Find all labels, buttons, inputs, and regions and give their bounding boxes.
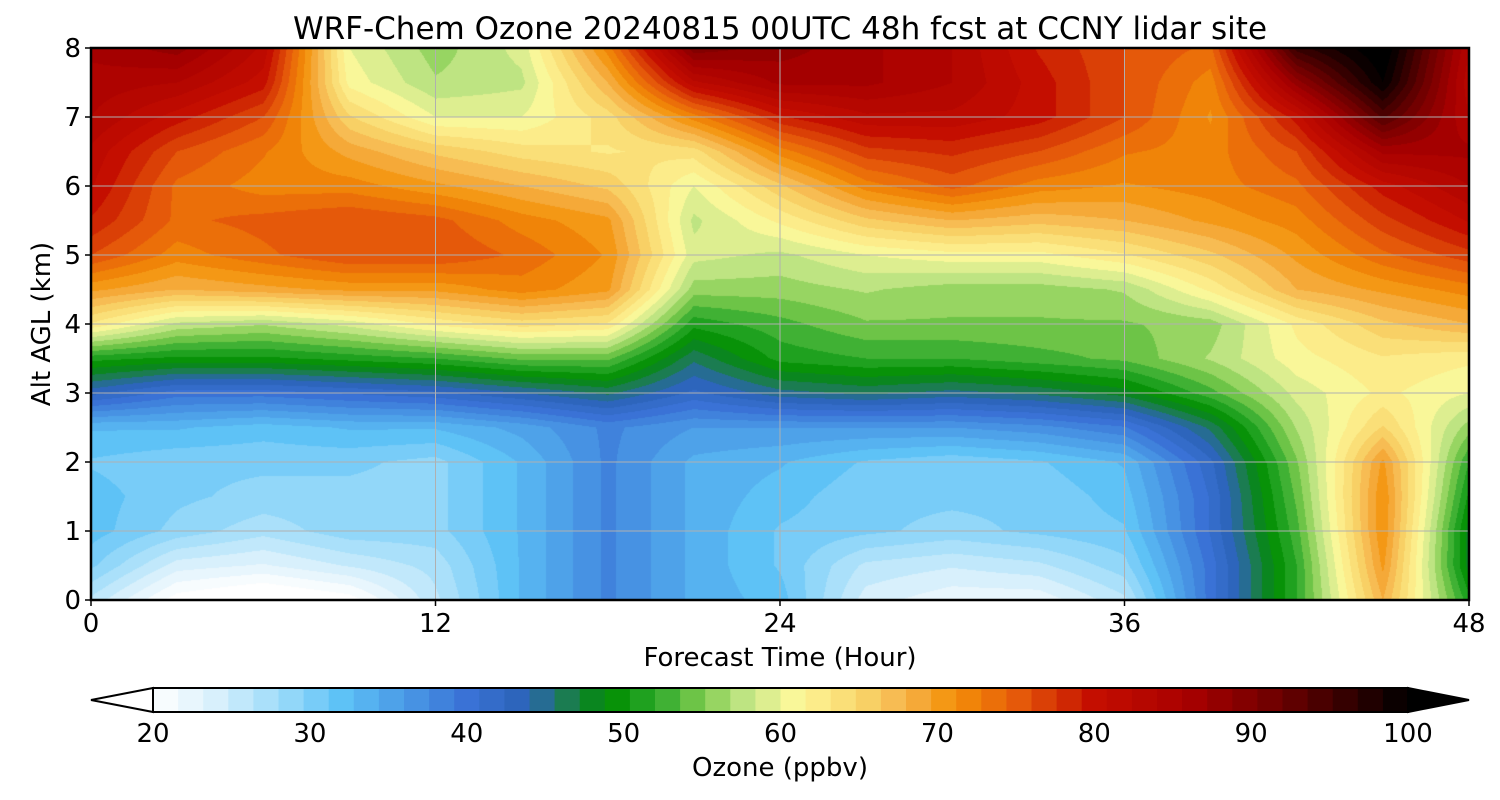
- colorbar-low-extension: [90, 686, 154, 714]
- y-tick-label: 6: [64, 172, 81, 202]
- colorbar-swatch: [328, 688, 355, 712]
- x-axis-label: Forecast Time (Hour): [643, 643, 916, 673]
- colorbar-swatch: [780, 688, 807, 712]
- colorbar-swatch: [755, 688, 782, 712]
- colorbar-swatch: [203, 688, 229, 712]
- colorbar-swatch: [1131, 688, 1158, 712]
- colorbar: 20 30 40 50 60 70 80 90 100 Ozone (ppbv): [90, 686, 1470, 783]
- colorbar-high-extension: [1407, 686, 1470, 714]
- colorbar-tick-label: 30: [293, 719, 326, 749]
- x-tick-label: 0: [83, 609, 100, 639]
- x-tick-label: 12: [419, 609, 452, 639]
- colorbar-swatch: [1257, 688, 1284, 712]
- grid-lines: [91, 48, 1469, 600]
- colorbar-swatch: [303, 688, 330, 712]
- colorbar-swatch: [931, 688, 957, 712]
- colorbar-swatch: [956, 688, 982, 712]
- colorbar-tick-label: 70: [921, 719, 954, 749]
- x-tick-label: 24: [763, 609, 796, 639]
- colorbar-swatch: [906, 688, 932, 712]
- x-axis: 0 12 24 36 48: [83, 600, 1486, 639]
- colorbar-tick-label: 50: [607, 719, 640, 749]
- colorbar-swatch: [855, 688, 882, 712]
- colorbar-ticks: 20 30 40 50 60 70 80 90 100: [136, 719, 1432, 749]
- plot-area: [89, 46, 1471, 602]
- y-tick-label: 8: [64, 34, 81, 64]
- colorbar-swatch: [1282, 688, 1309, 712]
- colorbar-swatch: [830, 688, 857, 712]
- colorbar-swatch: [1232, 688, 1258, 712]
- colorbar-swatch: [579, 688, 606, 712]
- colorbar-swatch: [554, 688, 581, 712]
- colorbar-swatch: [680, 688, 706, 712]
- colorbar-swatch: [1357, 688, 1384, 712]
- colorbar-swatch: [429, 688, 455, 712]
- colorbar-swatch: [529, 688, 556, 712]
- colorbar-swatch: [655, 688, 681, 712]
- colorbar-tick-label: 40: [450, 719, 483, 749]
- colorbar-swatch: [479, 688, 505, 712]
- colorbar-swatch: [228, 688, 254, 712]
- colorbar-swatch: [1182, 688, 1208, 712]
- colorbar-swatch: [1332, 688, 1359, 712]
- y-tick-label: 2: [64, 448, 81, 478]
- colorbar-label: Ozone (ppbv): [692, 753, 868, 783]
- colorbar-tick-label: 100: [1383, 719, 1433, 749]
- colorbar-frame: [152, 687, 1409, 713]
- colorbar-tick-label: 80: [1078, 719, 1111, 749]
- colorbar-swatch: [1207, 688, 1233, 712]
- colorbar-swatch: [880, 688, 907, 712]
- colorbar-tick-label: 90: [1235, 719, 1268, 749]
- colorbar-swatch: [404, 688, 430, 712]
- colorbar-tick-label: 20: [136, 719, 169, 749]
- colorbar-swatch: [629, 688, 656, 712]
- colorbar-swatch: [705, 688, 731, 712]
- colorbar-swatch: [604, 688, 631, 712]
- colorbar-swatch: [1106, 688, 1133, 712]
- colorbar-swatch: [1307, 688, 1334, 712]
- colorbar-swatch: [378, 688, 405, 712]
- colorbar-swatch: [1382, 688, 1409, 712]
- y-tick-label: 0: [64, 586, 81, 616]
- colorbar-swatch: [805, 688, 832, 712]
- x-tick-label: 48: [1452, 609, 1485, 639]
- colorbar-swatch: [1006, 688, 1033, 712]
- colorbar-swatch: [981, 688, 1007, 712]
- colorbar-swatch: [1081, 688, 1108, 712]
- colorbar-swatch: [1031, 688, 1058, 712]
- y-tick-label: 5: [64, 241, 81, 271]
- x-tick-label: 36: [1108, 609, 1141, 639]
- y-axis-label: Alt AGL (km): [27, 242, 57, 406]
- colorbar-swatch: [1157, 688, 1183, 712]
- chart-title: WRF-Chem Ozone 20240815 00UTC 48h fcst a…: [293, 11, 1267, 47]
- colorbar-swatch: [178, 688, 204, 712]
- colorbar-swatch: [253, 688, 280, 712]
- colorbar-swatch: [730, 688, 756, 712]
- y-tick-label: 4: [64, 310, 81, 340]
- colorbar-swatch: [1056, 688, 1083, 712]
- colorbar-swatch: [153, 688, 179, 712]
- colorbar-tick-label: 60: [764, 719, 797, 749]
- y-axis: 0 1 2 3 4 5 6 7 8: [64, 34, 91, 616]
- colorbar-swatch: [278, 688, 305, 712]
- y-tick-label: 7: [64, 103, 81, 133]
- colorbar-swatch: [353, 688, 380, 712]
- colorbar-swatch: [504, 688, 531, 712]
- y-tick-label: 3: [64, 379, 81, 409]
- colorbar-swatches: [153, 688, 1409, 712]
- y-tick-label: 1: [64, 517, 81, 547]
- colorbar-swatch: [454, 688, 480, 712]
